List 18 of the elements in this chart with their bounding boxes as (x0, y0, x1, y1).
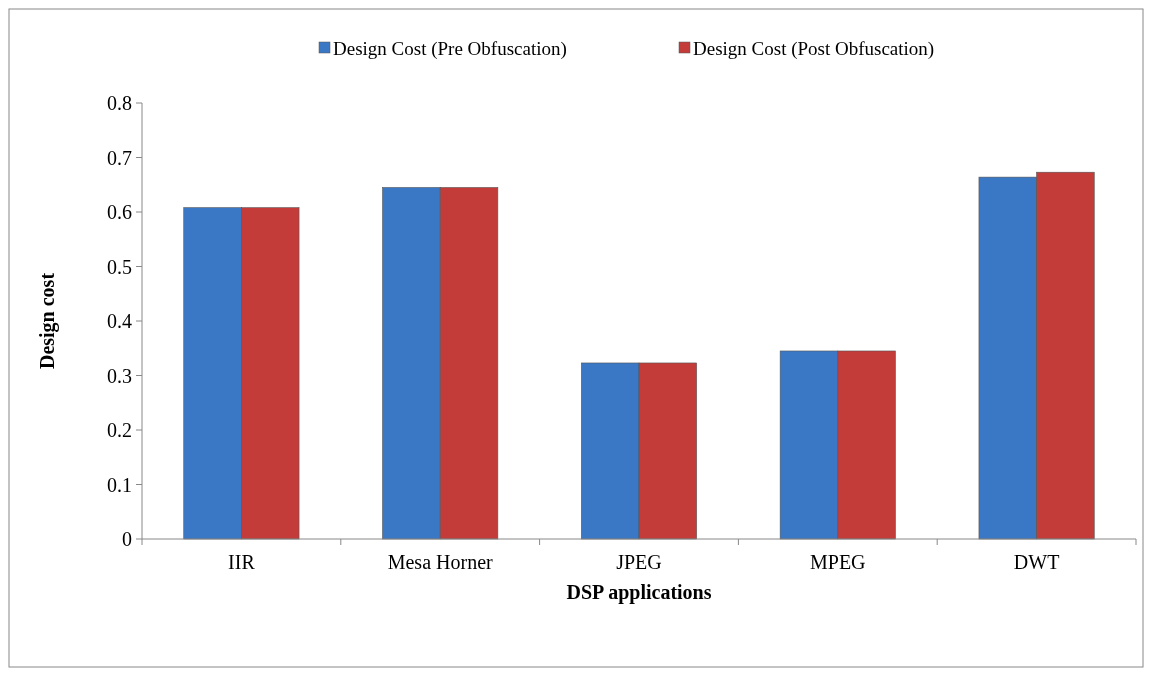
x-tick-label: MPEG (810, 551, 866, 573)
legend-label: Design Cost (Pre Obfuscation) (333, 37, 567, 60)
x-tick-label: Mesa Horner (387, 551, 494, 573)
y-tick-label: 0.3 (107, 364, 132, 387)
y-tick-label: 0.4 (107, 310, 132, 332)
y-tick-label: 0 (122, 528, 132, 550)
y-tick-label: 0.2 (107, 419, 132, 441)
y-tick-label: 0.1 (107, 473, 132, 496)
y-axis-title: Design cost (36, 272, 59, 370)
x-tick-label: IIR (228, 551, 256, 573)
y-tick-label: 0.6 (107, 201, 132, 223)
y-tick-label: 0.7 (107, 146, 132, 169)
x-tick-label: JPEG (616, 551, 662, 573)
y-tick-label: 0.5 (107, 255, 132, 278)
y-tick-label: 0.8 (107, 92, 132, 114)
legend-label: Design Cost (Post Obfuscation) (693, 37, 935, 60)
x-axis-title: DSP applications (566, 581, 712, 604)
x-tick-label: DWT (1013, 551, 1060, 573)
